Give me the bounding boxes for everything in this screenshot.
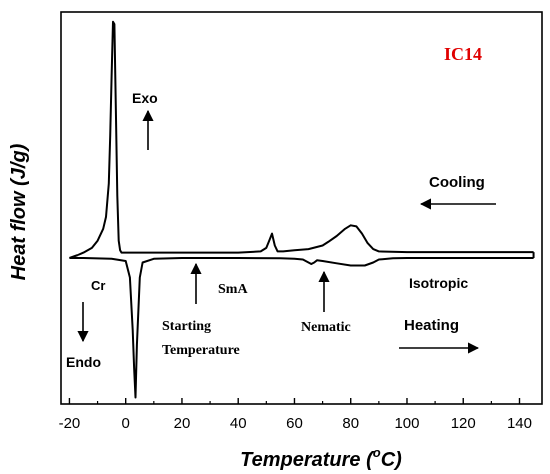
starting-label-line1: Starting [162, 319, 211, 334]
x-axis-ticks: -20 0 20 40 60 80 100 120 140 [59, 398, 532, 432]
x-tick-label: 20 [174, 415, 191, 432]
heating-curve [69, 257, 534, 399]
x-axis-title: Temperature (oC) [240, 445, 402, 471]
cooling-curve [77, 20, 534, 256]
y-axis-title: Heat flow (J/g) [8, 143, 30, 280]
x-tick-label: -20 [59, 415, 81, 432]
x-axis-title-tail: C) [381, 449, 402, 471]
cooling-label: Cooling [429, 174, 485, 191]
plot-frame [60, 11, 543, 405]
x-tick-label: 100 [394, 415, 419, 432]
starting-label-line2: Temperature [162, 343, 240, 358]
dsc-curves [69, 20, 535, 399]
x-tick-label: 40 [230, 415, 247, 432]
x-tick-label: 140 [507, 415, 532, 432]
isotropic-label: Isotropic [409, 275, 468, 291]
x-axis-title-main: Temperature ( [240, 449, 375, 471]
x-tick-label: 80 [342, 415, 359, 432]
x-tick-label: 60 [286, 415, 303, 432]
x-axis-title-sup: o [373, 445, 381, 460]
x-tick-label: 0 [122, 415, 130, 432]
sma-label: SmA [218, 282, 248, 297]
left-end-connector [69, 254, 79, 259]
cr-label: Cr [91, 278, 105, 293]
sample-label: IC14 [444, 44, 482, 64]
endo-label: Endo [66, 354, 101, 370]
exo-label: Exo [132, 90, 158, 106]
x-tick-label: 120 [451, 415, 476, 432]
heating-label: Heating [404, 317, 459, 334]
nematic-label: Nematic [301, 320, 351, 335]
